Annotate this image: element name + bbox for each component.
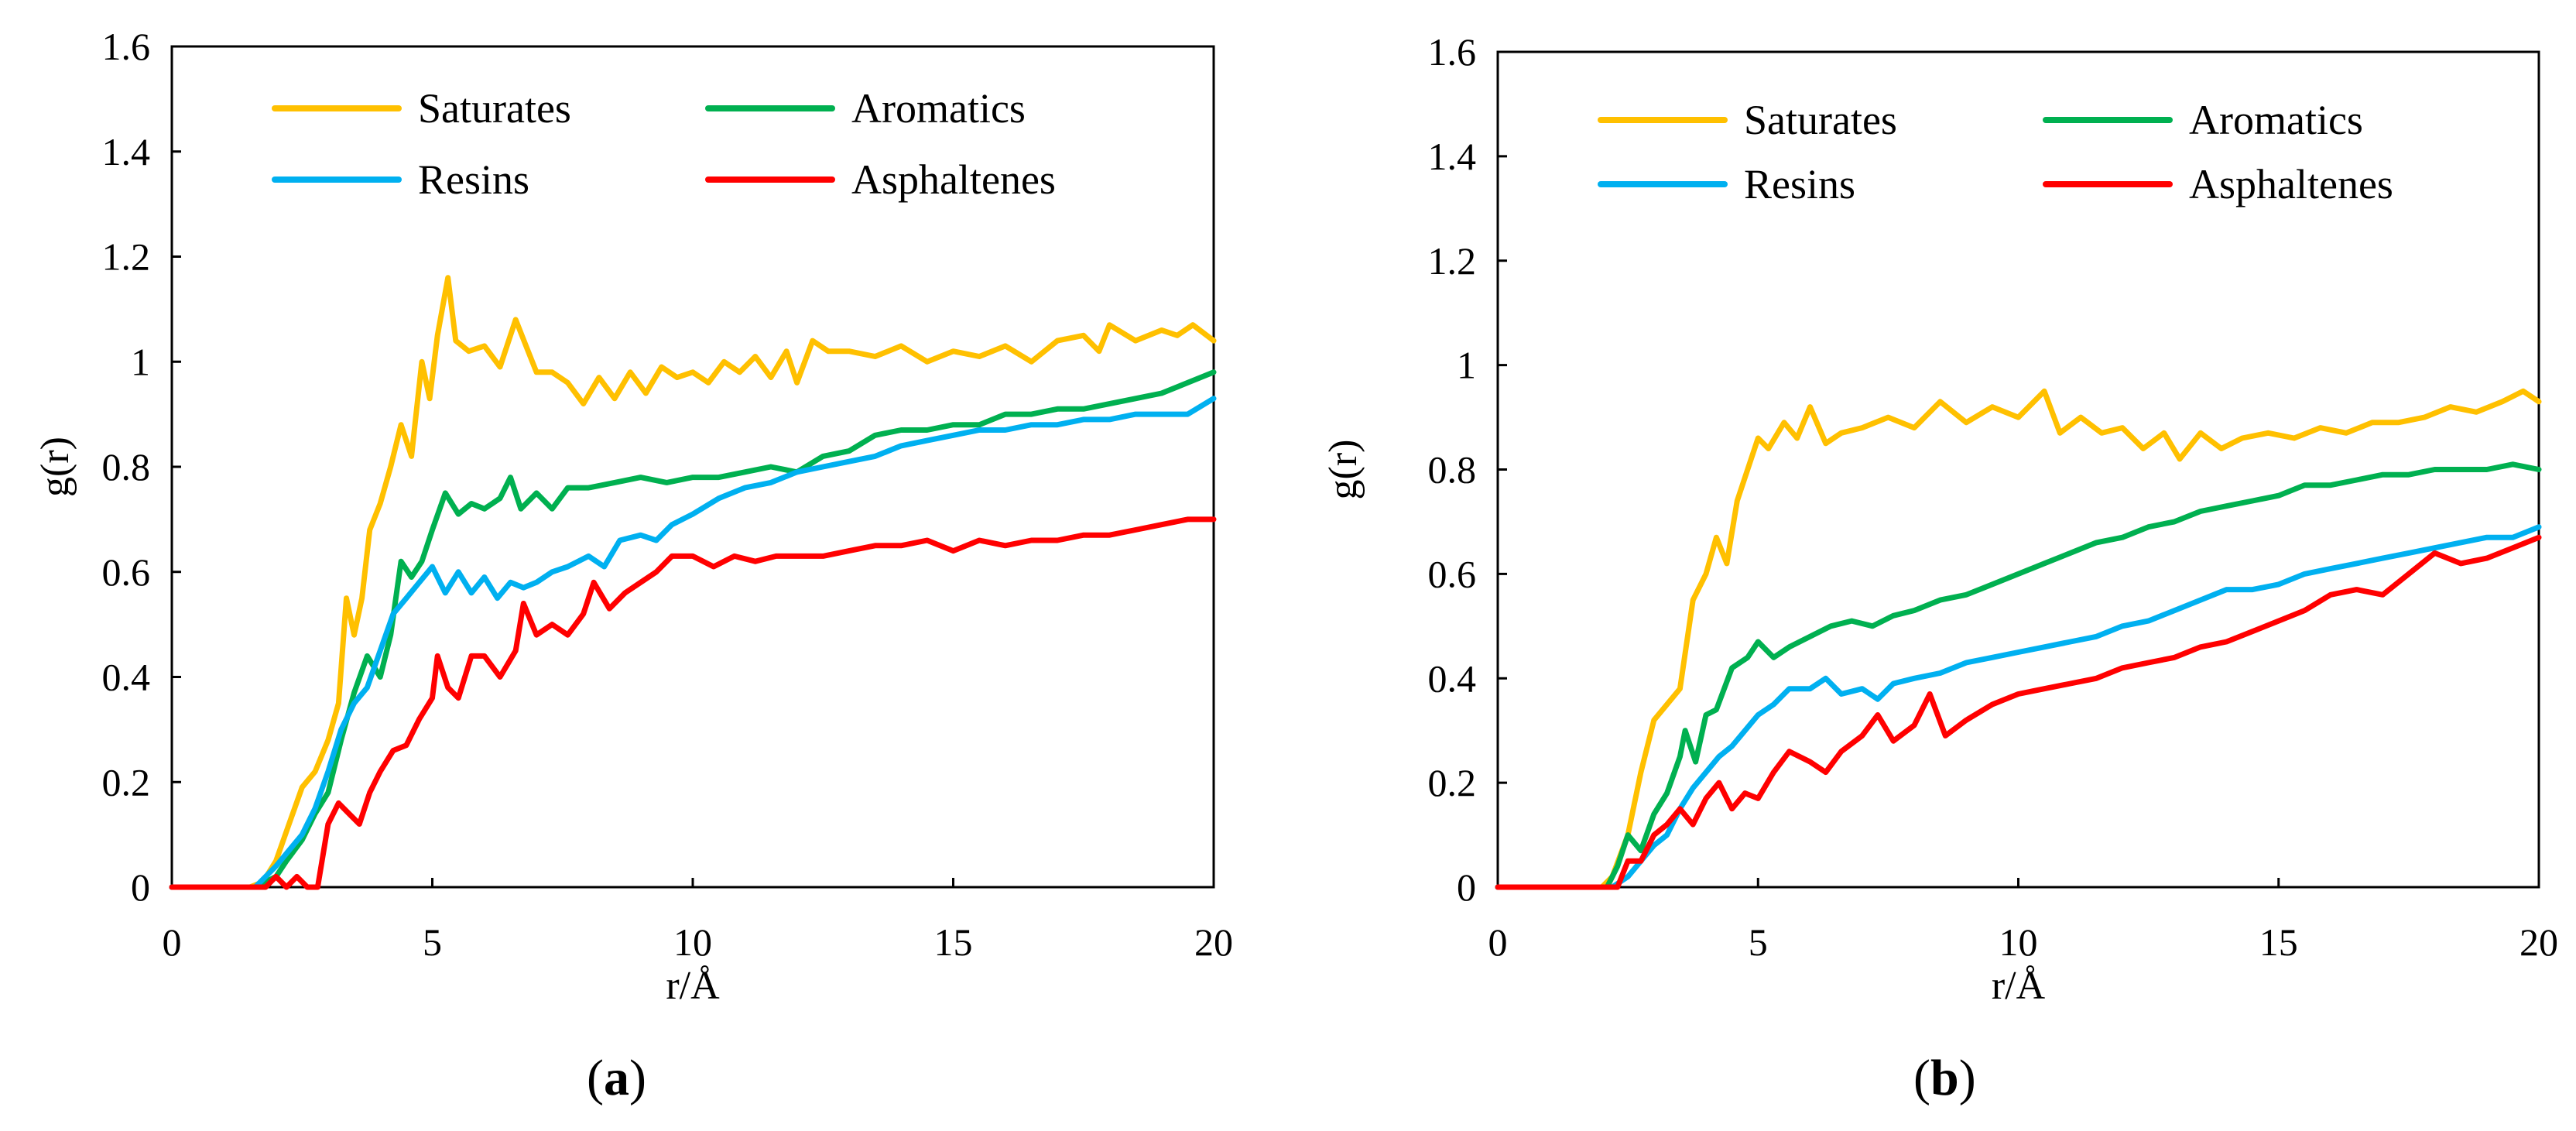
y-tick-label-b-2: 0.4: [1428, 656, 1477, 700]
series-line-a-resins: [169, 396, 1217, 890]
series-line-b-saturates: [1495, 388, 2542, 890]
y-axis-title-b: g(r): [1321, 440, 1365, 500]
legend-label-b-asphaltenes: Asphaltenes: [2189, 161, 2393, 207]
y-tick-label-a-7: 1.4: [102, 130, 151, 173]
y-tick-label-b-3: 0.6: [1428, 552, 1477, 595]
legend-label-b-aromatics: Aromatics: [2189, 97, 2363, 143]
caption-a-letter: a: [603, 1050, 629, 1106]
legend-label-a-asphaltenes: Asphaltenes: [851, 156, 1056, 203]
y-tick-label-a-2: 0.4: [102, 656, 151, 699]
series-line-b-resins: [1495, 524, 2542, 890]
series-line-b-aromatics: [1495, 461, 2542, 890]
caption-a: (a): [587, 1050, 646, 1106]
y-tick-label-a-6: 1.2: [102, 235, 151, 279]
y-tick-label-a-4: 0.8: [102, 445, 151, 488]
x-tick-label-b-1: 5: [1749, 920, 1768, 964]
y-tick-label-a-1: 0.2: [102, 760, 151, 804]
y-tick-label-a-0: 0: [131, 865, 150, 909]
x-axis-title-b: r/Å: [1992, 964, 2046, 1008]
legend-label-a-resins: Resins: [418, 156, 529, 203]
y-tick-label-b-6: 1.2: [1428, 239, 1477, 283]
x-tick-label-a-2: 10: [673, 920, 712, 964]
legend-label-b-resins: Resins: [1744, 161, 1855, 207]
x-tick-label-b-0: 0: [1488, 920, 1508, 964]
y-axis-title-a: g(r): [33, 437, 77, 497]
y-tick-label-a-3: 0.6: [102, 550, 151, 594]
x-tick-label-b-2: 10: [1999, 920, 2038, 964]
y-tick-label-a-8: 1.6: [102, 25, 151, 68]
caption-b-letter: b: [1930, 1050, 1959, 1106]
x-tick-label-a-0: 0: [163, 920, 182, 964]
chart-a: 0 0.2 0.4 0.6 0.8 1 1.2 1.4 1.6 0 5 10 15 20 r/Å g(r) Sa…: [33, 25, 1233, 1008]
legend-label-b-saturates: Saturates: [1744, 97, 1897, 143]
x-axis-title-a: r/Å: [666, 964, 720, 1008]
y-tick-label-b-4: 0.8: [1428, 448, 1477, 492]
series-line-a-saturates: [169, 275, 1217, 890]
plot-frame-a: [170, 45, 1215, 889]
series-line-b-asphaltenes: [1495, 534, 2542, 890]
x-tick-label-a-1: 5: [423, 920, 442, 964]
y-tick-label-b-0: 0: [1457, 865, 1476, 909]
chart-b: 0 0.2 0.4 0.6 0.8 1 1.2 1.4 1.6 0 5 10 15 20 r/Å g(r) Sa…: [1321, 30, 2558, 1008]
x-tick-label-b-4: 20: [2519, 920, 2558, 964]
x-tick-label-a-3: 15: [934, 920, 973, 964]
caption-b: (b): [1913, 1050, 1976, 1106]
x-tick-label-a-4: 20: [1194, 920, 1233, 964]
y-tick-label-a-5: 1: [131, 340, 150, 383]
legend-label-a-saturates: Saturates: [418, 85, 571, 132]
y-tick-label-b-7: 1.4: [1428, 135, 1477, 178]
y-tick-label-b-5: 1: [1457, 344, 1476, 387]
x-tick-label-b-3: 15: [2259, 920, 2298, 964]
legend-label-a-aromatics: Aromatics: [851, 85, 1026, 132]
y-tick-label-b-8: 1.6: [1428, 30, 1477, 74]
y-tick-label-b-1: 0.2: [1428, 761, 1477, 804]
series-line-a-asphaltenes: [169, 516, 1217, 890]
series-line-a-aromatics: [169, 369, 1217, 890]
